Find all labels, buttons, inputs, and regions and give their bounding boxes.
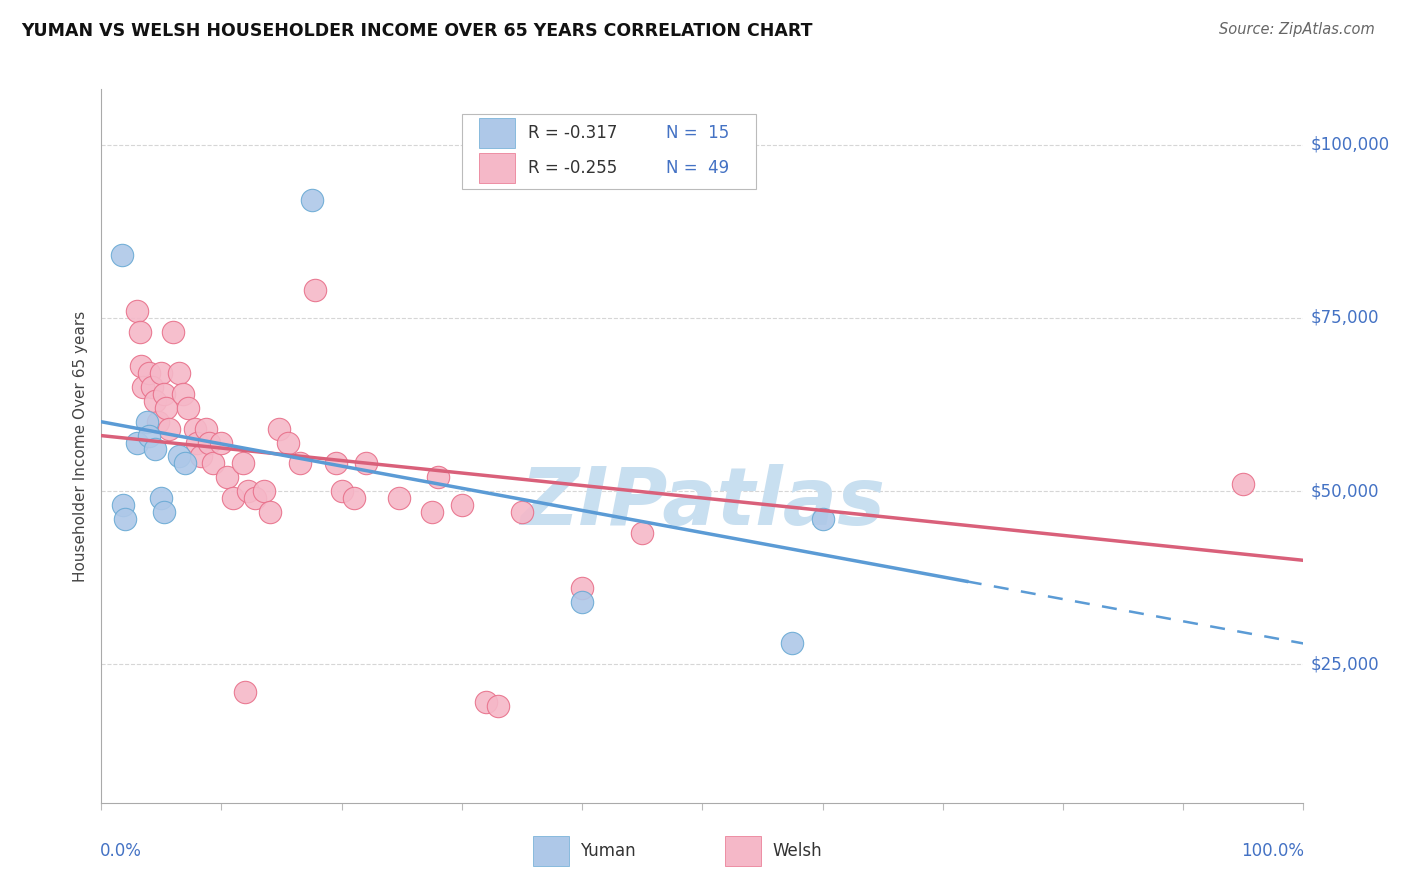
Point (202, 456, 225, 470)
Point (194, 422, 217, 436)
Text: R = -0.317: R = -0.317 (529, 125, 617, 143)
FancyBboxPatch shape (725, 837, 761, 866)
Point (450, 498, 472, 512)
Text: YUMAN VS WELSH HOUSEHOLDER INCOME OVER 65 YEARS CORRELATION CHART: YUMAN VS WELSH HOUSEHOLDER INCOME OVER 6… (21, 22, 813, 40)
Point (420, 505, 443, 519)
Text: $50,000: $50,000 (1310, 482, 1379, 500)
Point (138, 366, 160, 380)
Point (190, 450, 212, 464)
Point (152, 505, 174, 519)
Point (388, 491, 411, 505)
Point (146, 415, 169, 429)
Point (152, 387, 174, 401)
Point (631, 525, 654, 540)
Text: Welsh: Welsh (772, 842, 821, 860)
Point (157, 422, 180, 436)
Point (304, 283, 326, 297)
Point (114, 512, 136, 526)
Text: N =  49: N = 49 (666, 159, 730, 177)
FancyBboxPatch shape (478, 119, 515, 148)
Point (354, 456, 377, 470)
Text: ZIPatlas: ZIPatlas (520, 464, 884, 542)
Point (236, 483, 259, 498)
Text: 100.0%: 100.0% (1241, 842, 1305, 860)
Text: Source: ZipAtlas.com: Source: ZipAtlas.com (1219, 22, 1375, 37)
Text: $75,000: $75,000 (1310, 309, 1379, 326)
Point (510, 505, 533, 519)
Point (259, 505, 281, 519)
Point (127, 304, 149, 318)
Point (486, 698, 509, 713)
Point (143, 394, 166, 409)
Point (330, 483, 353, 498)
Point (141, 380, 163, 394)
Point (150, 491, 173, 505)
Point (222, 491, 245, 505)
Point (186, 435, 208, 450)
Point (811, 512, 834, 526)
Point (172, 387, 194, 401)
Point (269, 422, 291, 436)
Point (150, 366, 173, 380)
Point (132, 380, 155, 394)
Y-axis label: Householder Income Over 65 years: Householder Income Over 65 years (73, 310, 89, 582)
FancyBboxPatch shape (461, 114, 756, 189)
Text: N =  15: N = 15 (666, 125, 730, 143)
FancyBboxPatch shape (533, 837, 569, 866)
Point (169, 366, 191, 380)
Point (111, 498, 134, 512)
FancyBboxPatch shape (478, 153, 515, 183)
Point (143, 442, 166, 457)
Point (129, 359, 152, 374)
Point (343, 491, 366, 505)
Point (325, 456, 347, 470)
Point (127, 435, 149, 450)
Point (243, 491, 266, 505)
Point (571, 581, 593, 595)
Point (426, 470, 449, 484)
Point (135, 415, 157, 429)
Point (174, 456, 197, 470)
Text: R = -0.255: R = -0.255 (529, 159, 617, 177)
Point (138, 428, 160, 442)
Point (571, 595, 593, 609)
Point (235, 685, 257, 699)
Point (277, 435, 299, 450)
Point (111, 248, 134, 262)
Text: 0.0%: 0.0% (100, 842, 142, 860)
Point (177, 401, 200, 415)
Point (1232, 477, 1254, 491)
Text: $25,000: $25,000 (1310, 656, 1379, 673)
Point (232, 456, 254, 470)
Point (198, 435, 221, 450)
Point (155, 401, 177, 415)
Point (169, 450, 191, 464)
Point (217, 470, 239, 484)
Point (288, 456, 311, 470)
Point (184, 422, 207, 436)
Point (128, 325, 150, 339)
Point (301, 193, 323, 207)
Point (162, 325, 184, 339)
Point (252, 483, 274, 498)
Point (475, 695, 498, 709)
Text: Yuman: Yuman (579, 842, 636, 860)
Point (211, 435, 233, 450)
Point (782, 636, 804, 650)
Text: $100,000: $100,000 (1310, 136, 1389, 153)
